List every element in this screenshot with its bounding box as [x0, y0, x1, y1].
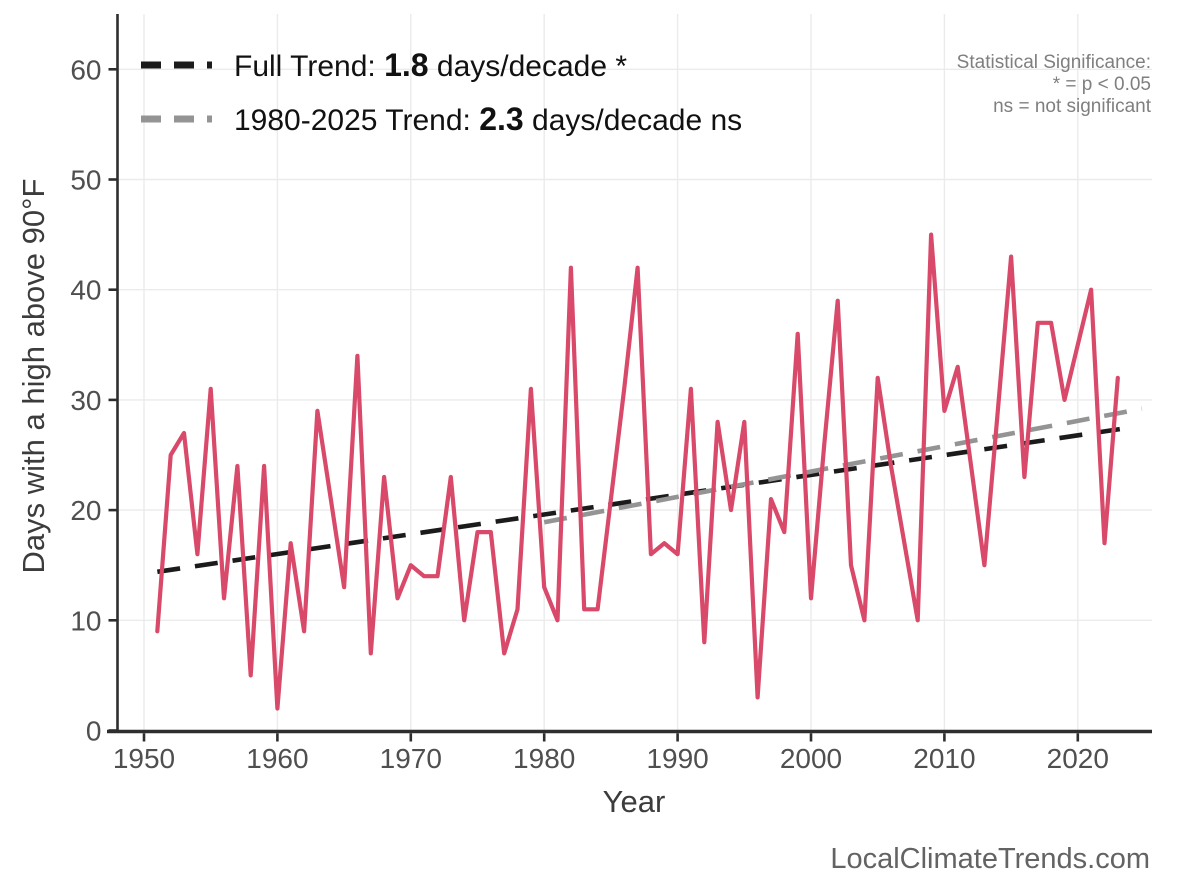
y-tick-label: 0	[86, 716, 102, 747]
x-tick-label: 2000	[780, 743, 842, 774]
recent-trend-dash-icon	[141, 115, 212, 123]
x-tick-label: 1960	[246, 743, 308, 774]
legend: Full Trend: 1.8 days/decade * 1980-2025 …	[140, 38, 742, 146]
y-tick-label: 10	[70, 605, 101, 636]
trend-1980-2025-line	[543, 406, 1143, 525]
y-tick-label: 50	[70, 165, 101, 196]
full-trend-label: Full Trend: 1.8 days/decade *	[234, 47, 627, 84]
x-tick-label: 1950	[113, 743, 175, 774]
legend-item-full-trend: Full Trend: 1.8 days/decade *	[140, 38, 742, 92]
full-trend-value: 1.8	[384, 46, 429, 83]
full-trend-suffix: days/decade *	[428, 49, 628, 83]
significance-note-star: * = p < 0.05	[1052, 74, 1151, 95]
tick-labels: 1950 1960 1970 1980 1990 2000 2010 2020 0 10 20 30 4…	[70, 54, 1109, 774]
watermark: LocalClimateTrends.com	[830, 843, 1150, 875]
significance-note-ns: ns = not significant	[993, 96, 1151, 117]
days-above-90F-line	[155, 232, 1120, 711]
x-tick-label: 1990	[646, 743, 708, 774]
gridlines	[117, 14, 1152, 732]
annual-days-line	[155, 232, 1120, 711]
y-tick-label: 60	[70, 54, 101, 85]
x-tick-label: 2020	[1047, 743, 1109, 774]
recent-trend-prefix: 1980-2025 Trend:	[234, 103, 480, 137]
full-trend-prefix: Full Trend:	[234, 49, 385, 83]
x-tick-label: 2010	[913, 743, 975, 774]
axes	[107, 14, 1152, 742]
legend-item-recent-trend: 1980-2025 Trend: 2.3 days/decade ns	[140, 92, 742, 146]
significance-note-title: Statistical Significance:	[956, 52, 1151, 73]
y-tick-label: 40	[70, 275, 101, 306]
y-axis-label: Days with a high above 90°F	[16, 178, 51, 574]
full-trend-dash-icon	[141, 61, 212, 69]
recent-trend-value: 2.3	[479, 100, 524, 137]
y-tick-label: 20	[70, 495, 101, 526]
recent-trend-suffix: days/decade ns	[523, 103, 743, 137]
x-tick-label: 1980	[513, 743, 575, 774]
x-tick-label: 1970	[380, 743, 442, 774]
significance-note: Statistical Significance: * = p < 0.05 n…	[957, 52, 1151, 118]
y-tick-label: 30	[70, 385, 101, 416]
recent-trend-label: 1980-2025 Trend: 2.3 days/decade ns	[234, 101, 742, 138]
x-axis-label: Year	[602, 784, 666, 819]
